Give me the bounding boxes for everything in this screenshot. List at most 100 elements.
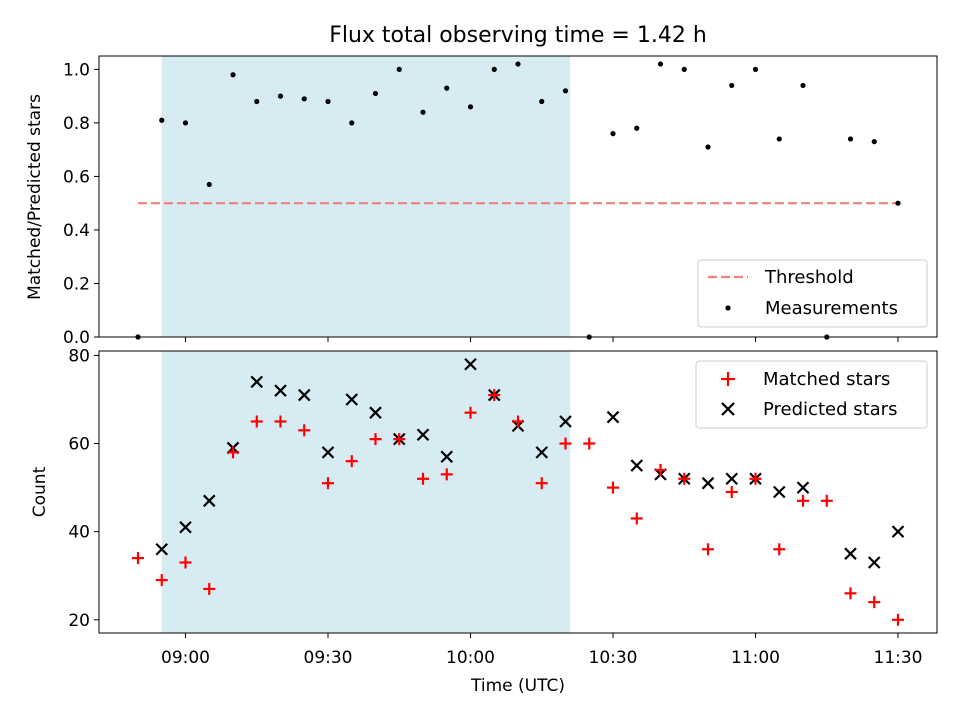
matched-stars-point	[274, 415, 287, 428]
bottom-y-tick-label: 60	[68, 435, 90, 455]
predicted-stars-point	[772, 485, 786, 499]
measurement-point	[325, 98, 331, 105]
bottom-y-tick-label: 20	[68, 611, 90, 631]
matched-stars-point	[654, 463, 667, 476]
predicted-stars-point	[796, 481, 810, 494]
measurement-point	[277, 93, 284, 99]
predicted-stars-point	[202, 494, 216, 508]
measurement-point	[705, 144, 711, 150]
measurement-point	[182, 120, 189, 126]
matched-stars-point	[464, 406, 477, 419]
top-y-tick-label: 1.0	[63, 60, 90, 80]
matched-legend-swatch	[721, 372, 735, 386]
measurements-legend-label: Measurements	[765, 298, 898, 319]
measurement-point	[681, 66, 687, 72]
measurement-point	[800, 82, 806, 89]
measurement-point	[491, 66, 497, 72]
predicted-legend-swatch	[721, 402, 735, 416]
measurement-point	[301, 96, 307, 102]
predicted-stars-point	[250, 375, 264, 389]
matched-stars-point	[749, 472, 762, 485]
measurements-legend-swatch	[725, 305, 731, 311]
measurement-point	[206, 181, 212, 188]
predicted-stars-point	[416, 428, 430, 441]
x-tick-label: 09:30	[304, 648, 353, 668]
measurement-point	[776, 136, 782, 142]
top-y-ticks: 0.0 0.2 0.4 0.6 0.8 1.0	[63, 60, 99, 348]
bottom-x-ticks: 09:00 09:30 10:00 10:30 11:00 11:30	[161, 633, 923, 668]
top-y-tick-label: 0.2	[63, 274, 90, 294]
predicted-stars-point	[867, 556, 881, 569]
matched-stars-point	[607, 481, 619, 494]
matched-stars-point	[892, 613, 904, 626]
bottom-shaded-region	[161, 351, 571, 633]
matched-stars-point	[702, 543, 714, 556]
matched-stars-point	[393, 433, 406, 446]
predicted-legend-label: Predicted stars	[763, 399, 897, 420]
measurement-point	[254, 98, 260, 105]
matched-legend-label: Matched stars	[763, 369, 890, 390]
predicted-stars-point	[321, 446, 335, 459]
measurement-point	[895, 200, 901, 206]
bottom-y-tick-label: 80	[68, 346, 90, 366]
measurement-point	[444, 85, 450, 91]
measurement-point	[420, 109, 426, 115]
predicted-stars-point	[725, 472, 739, 486]
x-tick-label: 10:30	[589, 648, 638, 668]
matched-stars-point	[155, 574, 168, 587]
predicted-stars-point	[369, 406, 382, 419]
measurement-points	[135, 61, 901, 340]
predicted-stars-point	[844, 547, 857, 560]
matched-stars-point	[417, 472, 429, 485]
top-y-tick-label: 0.6	[63, 167, 90, 187]
measurement-point	[396, 66, 402, 72]
threshold-legend-label: Threshold	[764, 267, 854, 288]
predicted-stars-point	[345, 393, 359, 406]
measurement-point	[871, 139, 877, 145]
predicted-stars-point	[630, 459, 644, 472]
measurement-point	[515, 61, 521, 67]
predicted-stars-point	[274, 384, 287, 397]
bottom-axes-frame	[98, 350, 938, 634]
matched-stars-point	[488, 389, 501, 402]
x-axis-label: Time (UTC)	[470, 676, 565, 696]
matched-stars-point	[227, 446, 239, 459]
matched-stars-point	[583, 437, 596, 450]
matched-stars-point	[132, 552, 144, 565]
x-tick-label: 10:00	[446, 648, 495, 668]
matched-stars-point	[678, 472, 691, 485]
matched-stars-point	[868, 596, 881, 609]
top-y-tick-label: 0.8	[63, 114, 90, 134]
matched-stars-point	[773, 543, 786, 556]
matched-stars-point	[559, 437, 572, 450]
top-shaded-region	[161, 56, 571, 337]
matched-stars-point	[820, 494, 833, 507]
top-panel: 0.0 0.2 0.4 0.6 0.8 1.0 Matched/Predicted sta…	[25, 55, 938, 348]
measurement-point	[372, 90, 379, 97]
top-y-axis-label: Matched/Predicted stars	[25, 94, 45, 300]
matched-stars-point	[512, 415, 524, 428]
measurement-point	[562, 88, 569, 94]
predicted-stars-point	[891, 525, 905, 538]
predicted-stars-point	[535, 446, 549, 459]
measurement-point	[610, 131, 616, 137]
matched-stars-point	[179, 556, 192, 569]
matched-stars-point	[203, 582, 216, 595]
matched-stars-point	[535, 477, 548, 490]
measurement-point	[349, 120, 355, 126]
matched-stars-point	[440, 468, 453, 481]
measurement-point	[159, 117, 165, 123]
predicted-stars-point	[155, 543, 169, 556]
bottom-y-tick-label: 40	[68, 523, 90, 543]
x-tick-label: 09:00	[161, 648, 210, 668]
matched-stars-point	[630, 512, 643, 525]
x-tick-label: 11:30	[874, 648, 923, 668]
measurement-point	[539, 98, 545, 105]
matched-stars-point	[250, 415, 263, 428]
top-y-tick-label: 0.0	[63, 328, 90, 348]
matched-stars-point	[369, 433, 382, 446]
matched-stars-point	[345, 455, 358, 468]
measurement-point	[230, 72, 236, 78]
